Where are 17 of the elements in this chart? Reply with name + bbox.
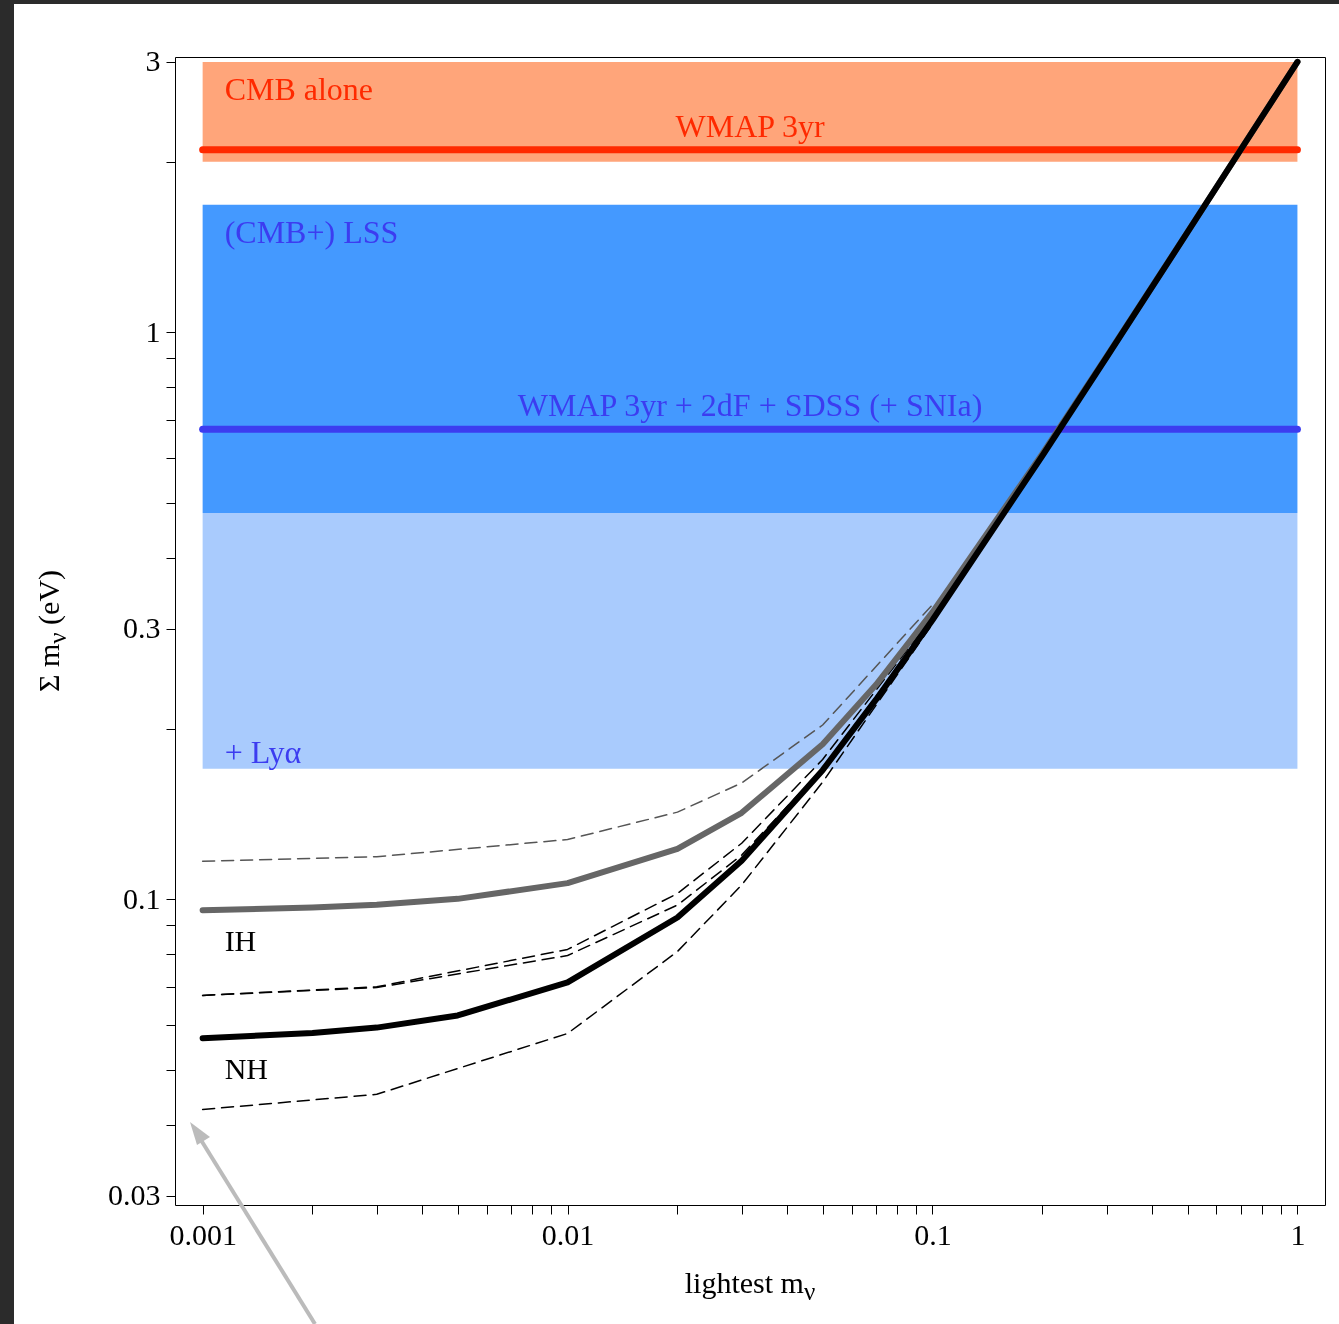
y-tick-label: 0.1 (123, 881, 161, 915)
x-axis-title: lightest m$_{ν}$ (684, 1266, 816, 1306)
x-tick-label: 1 (1290, 1217, 1306, 1251)
y-tick-label: 1 (145, 314, 161, 348)
x-tick-label: 0.001 (169, 1217, 237, 1251)
band-label: CMB alone (224, 70, 374, 107)
y-tick-label: 0.03 (108, 1178, 161, 1212)
y-tick-label: 0.3 (123, 611, 161, 645)
series-label: NH (224, 1052, 268, 1086)
band-label: + Lyα (224, 733, 302, 770)
ref-line-label: WMAP 3yr (675, 107, 825, 144)
band-label: (CMB+) LSS (224, 213, 399, 250)
series-label: IH (224, 924, 257, 958)
y-tick-label: 3 (145, 44, 161, 78)
x-tick-label: 0.01 (541, 1217, 595, 1251)
x-tick-label: 0.1 (914, 1217, 952, 1251)
ref-line-label: WMAP 3yr + 2dF + SDSS (+ SNIa) (517, 387, 983, 424)
